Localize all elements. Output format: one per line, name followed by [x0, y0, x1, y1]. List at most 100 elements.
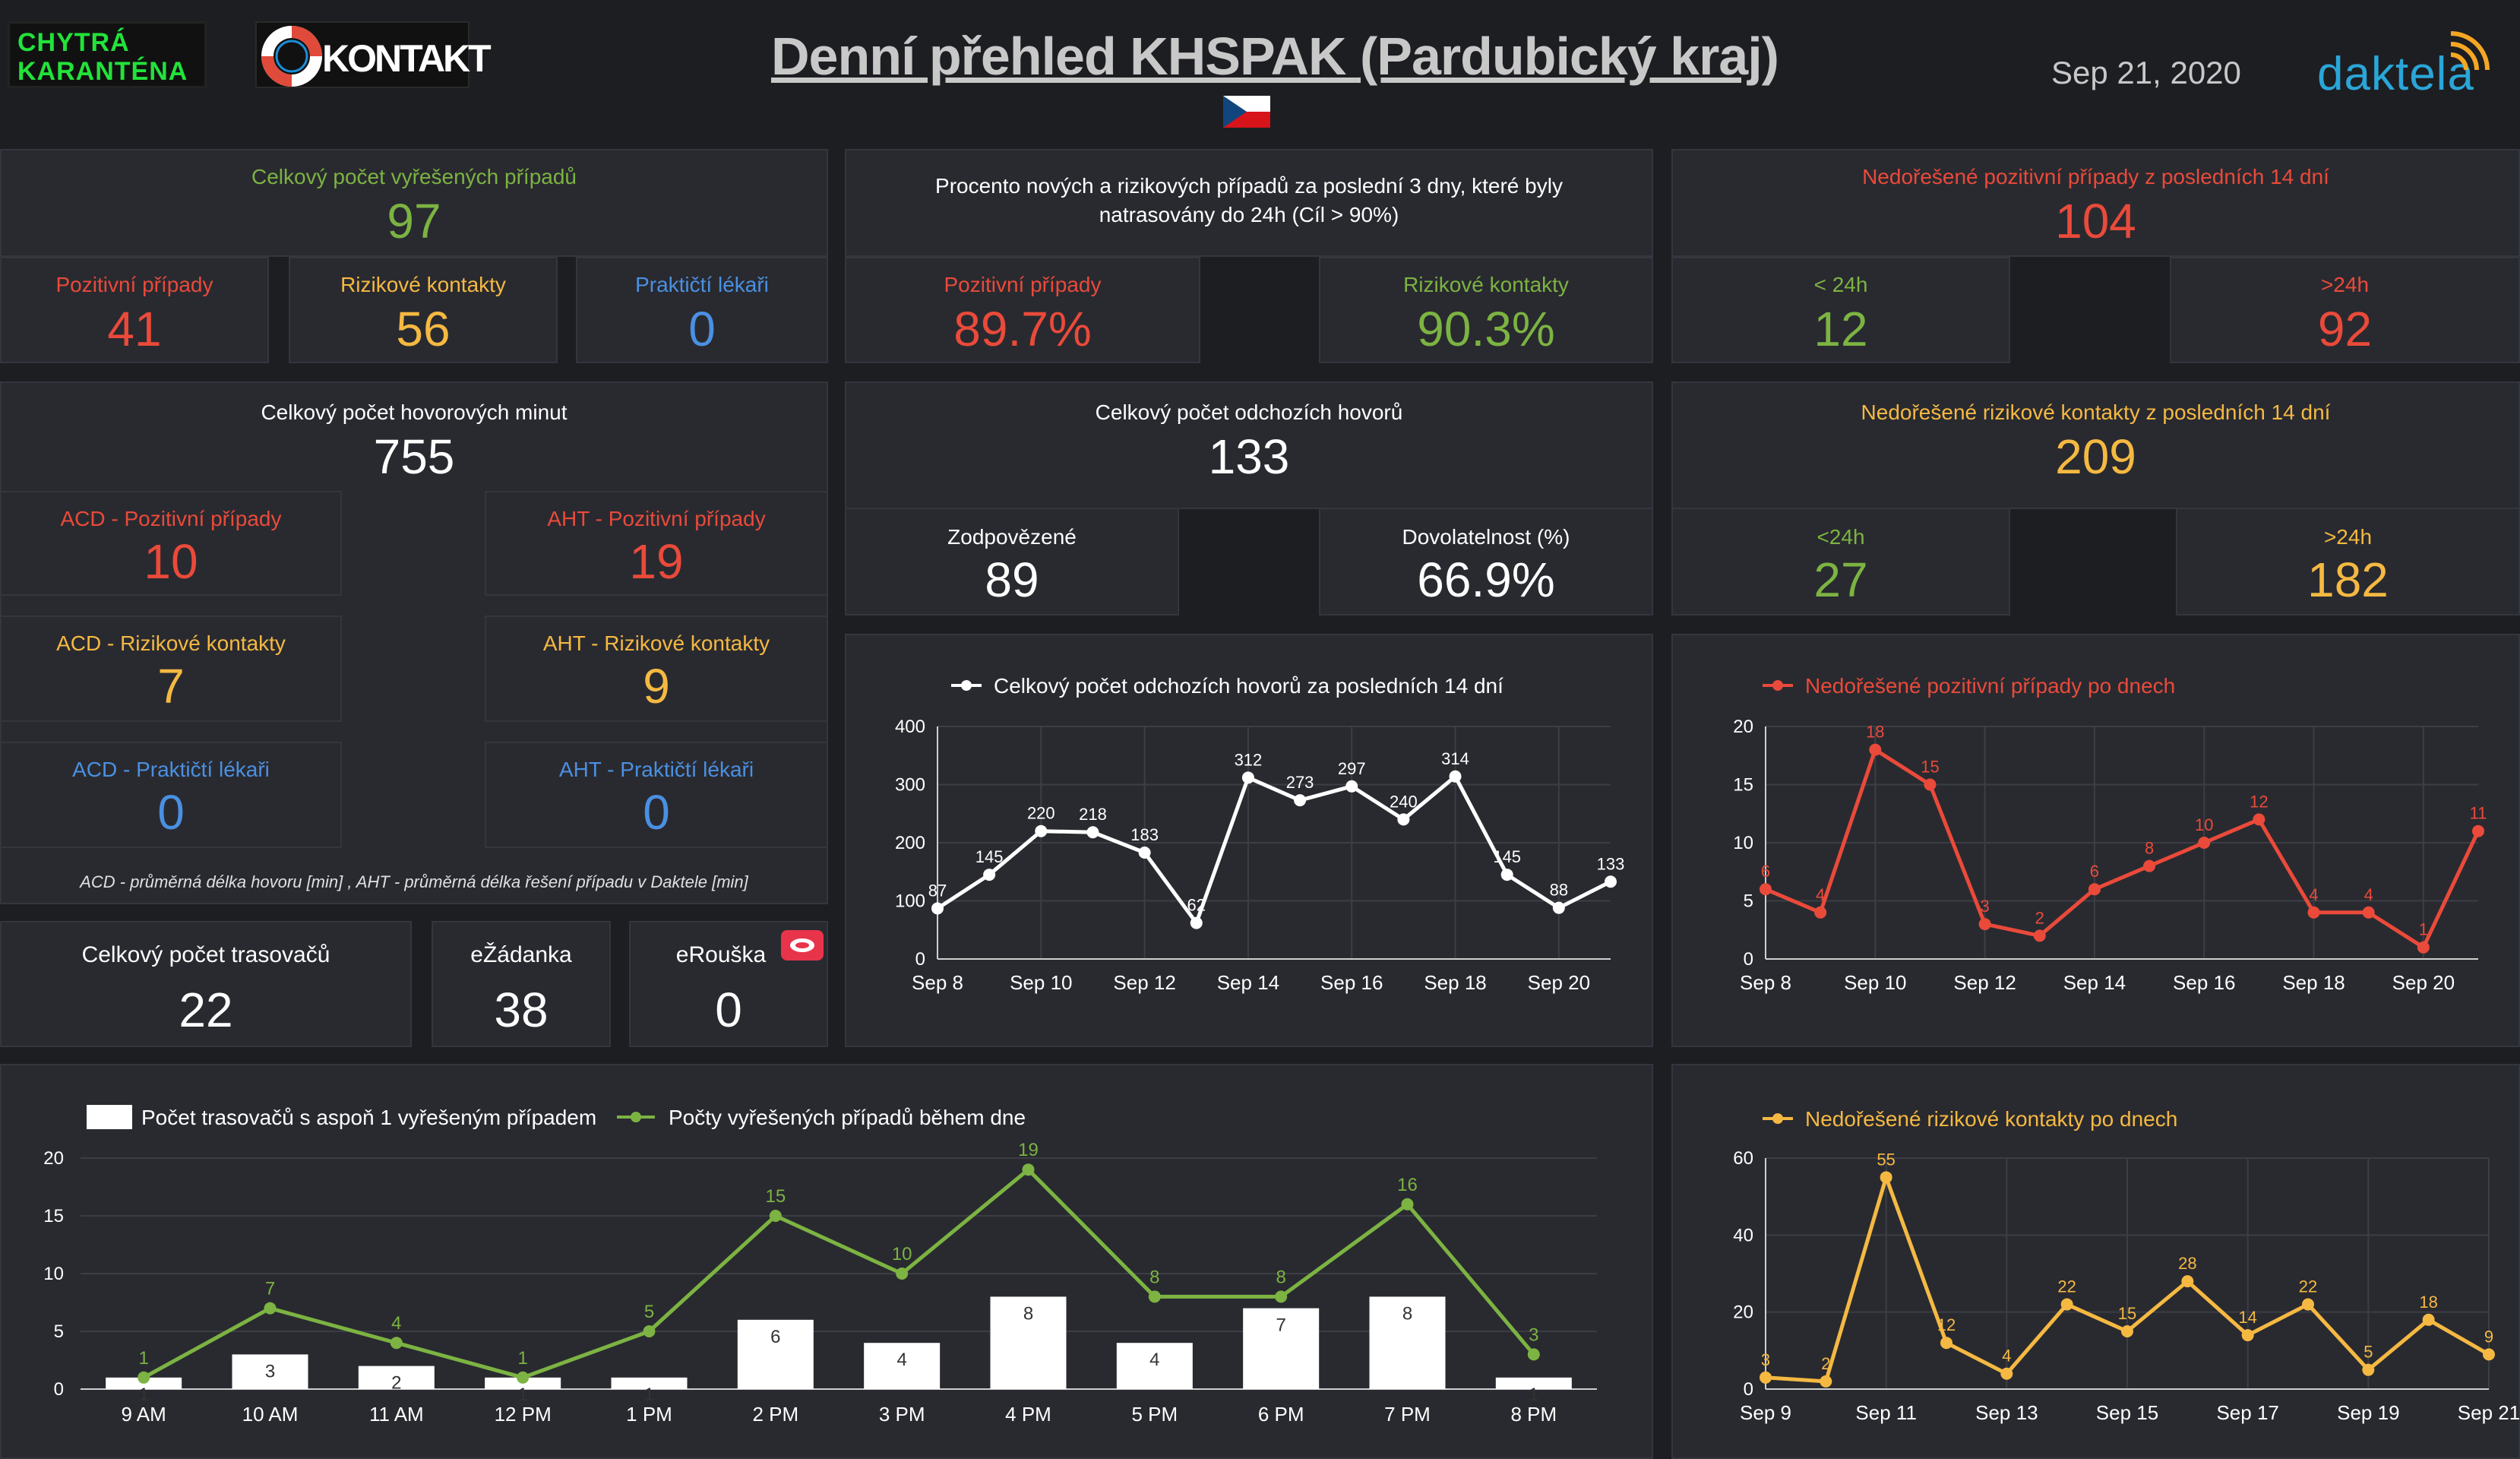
bar-label: 6	[770, 1327, 780, 1347]
y-tick-label: 15	[43, 1206, 64, 1226]
page-title: Denní přehled KHSPAK (Pardubický kraj)	[770, 27, 1779, 86]
outgoing-calls-card: Celkový počet odchozích hovorů 133	[845, 381, 1653, 509]
x-tick-label: Sep 10	[1844, 971, 1906, 994]
resolved-doctors-value: 0	[688, 302, 716, 356]
x-tick-label: Sep 19	[2337, 1401, 2399, 1424]
lifebuoy-icon	[261, 26, 322, 87]
y-tick-label: 100	[895, 891, 925, 912]
y-tick-label: 0	[915, 949, 925, 970]
tracers-total-label: Celkový počet trasovačů	[81, 942, 330, 967]
data-label: 273	[1286, 773, 1314, 792]
x-tick-label: Sep 10	[1010, 971, 1072, 994]
y-tick-label: 10	[1733, 833, 1753, 853]
data-label: 1	[138, 1348, 148, 1369]
y-tick-label: 200	[895, 833, 925, 853]
y-tick-label: 20	[43, 1148, 64, 1169]
data-point	[1138, 847, 1151, 859]
erouska-label: eRouška	[675, 942, 767, 967]
data-point	[1940, 1337, 1952, 1350]
data-label: 8	[2145, 839, 2154, 858]
data-point	[1449, 770, 1462, 783]
data-point	[2362, 906, 2375, 919]
data-label: 183	[1130, 825, 1159, 844]
x-tick-label: Sep 18	[2282, 971, 2345, 994]
data-point	[517, 1371, 530, 1384]
data-label: 19	[1018, 1140, 1039, 1160]
y-tick-label: 0	[1744, 1379, 1753, 1400]
y-tick-label: 400	[895, 717, 925, 737]
legend-marker	[1772, 1113, 1783, 1124]
logo-kontakt-text: KONTAKT	[322, 37, 492, 80]
tracers-total-value: 22	[179, 983, 233, 1037]
unresolved-risk-gt24-card: >24h 182	[2176, 508, 2520, 616]
data-point	[2000, 1367, 2013, 1380]
x-tick-label: Sep 13	[1975, 1401, 2038, 1424]
x-tick-label: Sep 15	[2096, 1401, 2158, 1424]
data-point	[1294, 794, 1307, 807]
unresolved-positive-value: 104	[2055, 194, 2136, 248]
x-tick-label: Sep 9	[1740, 1401, 1791, 1424]
traced-risk-card: Rizikové kontakty 90.3%	[1319, 257, 1653, 363]
data-point	[1820, 1375, 1832, 1388]
data-point	[2121, 1325, 2133, 1337]
traced-positive-label: Pozitivní případy	[944, 273, 1102, 296]
data-label: 5	[2363, 1343, 2373, 1362]
resolved-doctors-label: Praktičtí lékaři	[635, 273, 769, 296]
data-label: 10	[2195, 815, 2213, 834]
data-point	[1880, 1171, 1892, 1184]
aht-positive-value: 19	[629, 534, 684, 589]
data-label: 9	[2484, 1327, 2493, 1346]
data-point	[2417, 941, 2430, 954]
resolved-cases-card: Celkový počet vyřešených případů 97	[0, 149, 828, 257]
data-label: 18	[2419, 1293, 2437, 1312]
unresolved-positive-gt24-label: >24h	[2320, 273, 2370, 296]
unresolved-positive-lt24-label: < 24h	[1813, 273, 1868, 296]
data-point	[1527, 1348, 1540, 1361]
bar	[1369, 1296, 1446, 1389]
bar-legend-label: Počet trasovačů s aspoň 1 vyřešeným příp…	[141, 1106, 596, 1129]
data-label: 4	[2002, 1347, 2011, 1366]
data-point	[2472, 824, 2484, 837]
data-label: 5	[644, 1302, 654, 1322]
x-tick-label: Sep 12	[1953, 971, 2016, 994]
data-label: 10	[892, 1244, 912, 1264]
ezadanka-value: 38	[494, 983, 549, 1037]
x-tick-label: Sep 18	[1424, 971, 1486, 994]
bar	[864, 1343, 941, 1389]
data-label: 218	[1079, 805, 1107, 824]
x-tick-label: Sep 20	[1528, 971, 1590, 994]
bar	[232, 1354, 308, 1389]
traced-positive-card: Pozitivní případy 89.7%	[845, 257, 1200, 363]
bar	[1116, 1343, 1193, 1389]
data-point	[2483, 1348, 2495, 1361]
data-point	[2422, 1313, 2435, 1326]
logo-chytra-karantena-text: CHYTRÁ KARANTÉNA	[17, 28, 188, 86]
unresolved-risk-gt24-value: 182	[2307, 552, 2389, 607]
bar	[1243, 1308, 1320, 1389]
data-point	[1190, 916, 1203, 929]
x-tick-label: 1 PM	[626, 1403, 672, 1426]
data-label: 6	[1761, 862, 1770, 881]
unresolved-positive-gt24-value: 92	[2317, 302, 2373, 356]
x-tick-label: Sep 14	[2063, 971, 2126, 994]
data-label: 2	[1821, 1354, 1830, 1373]
x-tick-label: 8 PM	[1510, 1403, 1557, 1426]
data-label: 4	[2364, 885, 2373, 904]
data-point	[1022, 1163, 1035, 1176]
bar-label: 4	[896, 1350, 906, 1370]
hourly-chart: Počet trasovačů s aspoň 1 vyřešeným příp…	[43, 1105, 1597, 1426]
bar-legend-swatch	[87, 1105, 132, 1129]
legend-label: Celkový počet odchozích hovorů za posled…	[994, 674, 1503, 698]
data-point	[1401, 1198, 1414, 1211]
bar-label: 1	[644, 1385, 654, 1405]
data-label: 62	[1187, 896, 1206, 915]
data-label: 3	[1980, 897, 1989, 916]
data-point	[1241, 771, 1254, 784]
bar	[737, 1319, 814, 1389]
data-point	[2253, 813, 2265, 826]
data-point	[1924, 778, 1937, 791]
calls14-chart: Celkový počet odchozích hovorů za posled…	[895, 674, 1624, 994]
data-point	[2143, 859, 2156, 872]
outgoing-calls-label: Celkový počet odchozích hovorů	[1095, 400, 1403, 424]
y-tick-label: 40	[1733, 1225, 1753, 1245]
